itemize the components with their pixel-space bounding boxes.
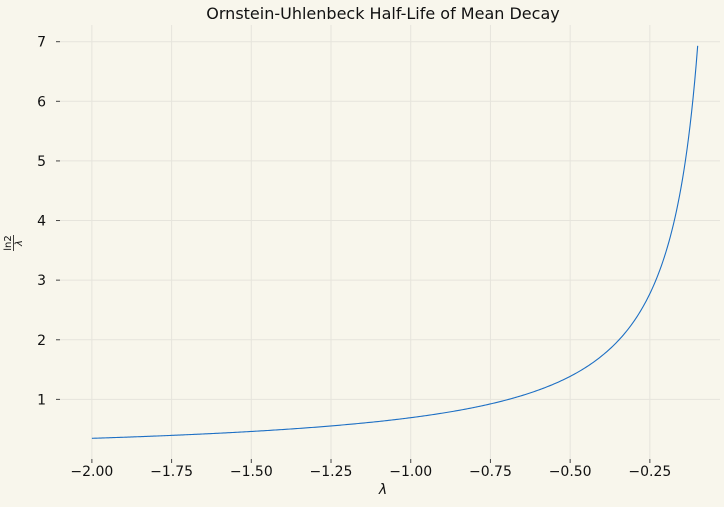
y-axis-label-denominator: λ xyxy=(14,240,25,247)
x-tick-label: −1.75 xyxy=(150,464,193,480)
y-tick-label: 4 xyxy=(37,214,46,230)
y-axis-label-numerator: ln2 xyxy=(3,235,14,250)
y-tick-label: 7 xyxy=(37,35,46,51)
chart-title: Ornstein-Uhlenbeck Half-Life of Mean Dec… xyxy=(206,4,559,23)
x-tick-label: −1.50 xyxy=(230,464,273,480)
x-tick-label: −2.00 xyxy=(70,464,113,480)
y-tick-label: 6 xyxy=(37,94,46,110)
x-tick-label: −0.75 xyxy=(469,464,512,480)
x-tick-label: −1.00 xyxy=(389,464,432,480)
series-line-half-life xyxy=(91,45,699,439)
tick-layer: −2.00 −1.75 −1.50 −1.25 −1.00 −0.75 −0.50 −0.25… xyxy=(37,35,671,480)
y-axis-label: ln2 λ xyxy=(3,235,25,251)
y-tick-label: 3 xyxy=(37,273,46,289)
y-tick-label: 2 xyxy=(37,333,46,349)
x-axis-label: λ xyxy=(378,482,387,498)
series-layer xyxy=(91,45,699,439)
y-tick-label: 1 xyxy=(37,392,46,408)
x-tick-label: −0.25 xyxy=(628,464,671,480)
x-tick-label: −0.50 xyxy=(549,464,592,480)
x-tick-label: −1.25 xyxy=(310,464,353,480)
y-tick-label: 5 xyxy=(37,154,46,170)
grid-layer xyxy=(60,25,720,459)
